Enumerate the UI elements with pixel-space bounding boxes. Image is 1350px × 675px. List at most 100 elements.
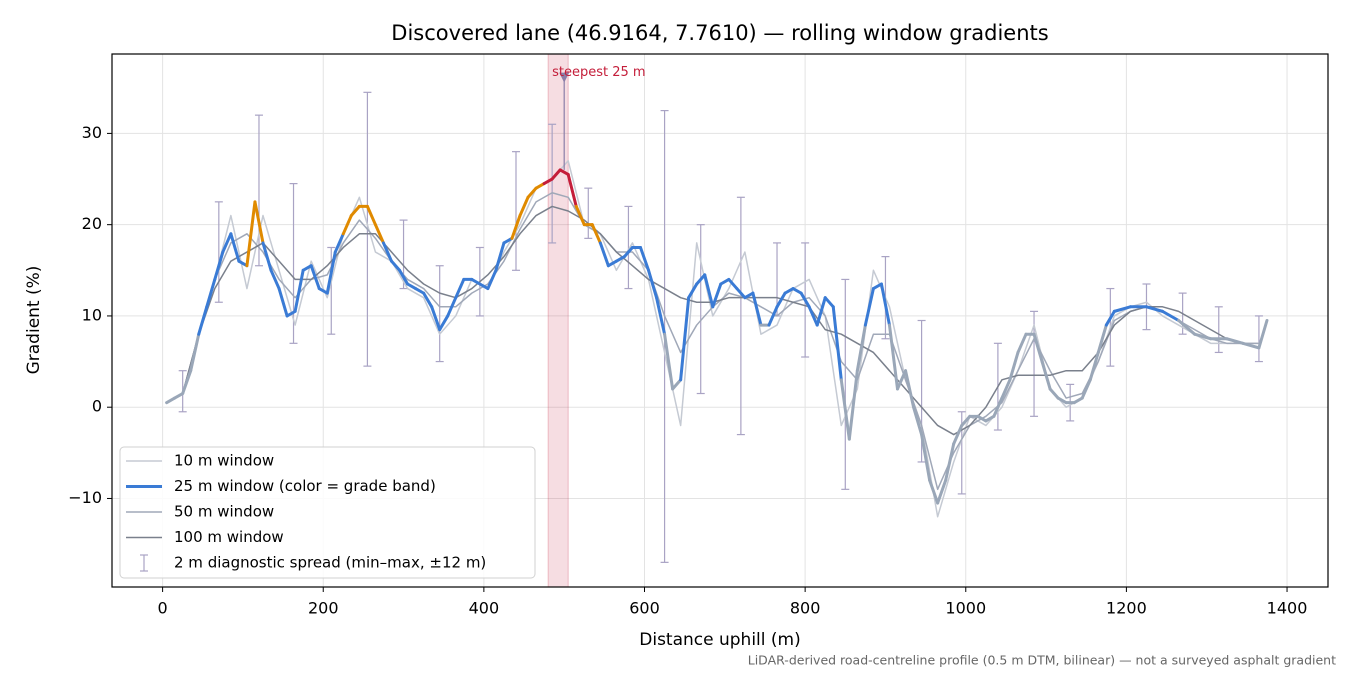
line-segment bbox=[920, 433, 932, 482]
line-segment bbox=[1008, 350, 1020, 382]
x-tick-label: 400 bbox=[469, 599, 500, 618]
line-segment bbox=[261, 241, 273, 272]
line-segment bbox=[976, 414, 988, 423]
line-segment bbox=[638, 245, 651, 272]
line-segment bbox=[928, 478, 940, 505]
line-segment bbox=[1177, 319, 1197, 336]
line-segment bbox=[590, 223, 602, 245]
line-segment bbox=[1257, 319, 1269, 350]
x-tick-label: 800 bbox=[790, 599, 821, 618]
line-segment bbox=[365, 204, 377, 227]
y-tick-label: 30 bbox=[82, 123, 102, 142]
line-segment bbox=[863, 287, 875, 327]
line-segment bbox=[566, 172, 578, 208]
line-segment bbox=[727, 277, 739, 291]
line-segment bbox=[815, 296, 827, 327]
line-segment bbox=[1040, 360, 1052, 391]
line-segment bbox=[213, 250, 225, 281]
y-tick-label: 10 bbox=[82, 305, 102, 324]
chart-title: Discovered lane (46.9164, 7.7610) — roll… bbox=[391, 21, 1048, 45]
line-segment bbox=[936, 478, 948, 505]
line-segment bbox=[984, 414, 996, 423]
line-segment bbox=[333, 232, 345, 254]
line-segment bbox=[221, 232, 233, 254]
error-bar bbox=[289, 182, 298, 344]
x-tick-label: 600 bbox=[629, 599, 660, 618]
line-segment bbox=[341, 214, 353, 236]
line-segment bbox=[486, 268, 498, 291]
line-segment bbox=[1096, 323, 1108, 354]
line-segment bbox=[229, 232, 241, 263]
line-segment bbox=[406, 282, 418, 291]
line-segment bbox=[823, 296, 835, 309]
line-segment bbox=[414, 287, 426, 295]
line-segment bbox=[446, 296, 458, 318]
line bbox=[166, 205, 1260, 436]
line-segment bbox=[373, 223, 385, 245]
error-bar bbox=[214, 201, 223, 303]
line-segment bbox=[438, 314, 450, 332]
line-segment bbox=[285, 309, 297, 318]
legend-label: 50 m window bbox=[174, 503, 274, 521]
line-segment bbox=[1144, 305, 1165, 313]
line-segment bbox=[896, 369, 908, 391]
line-segment bbox=[478, 282, 490, 291]
error-bar bbox=[254, 114, 263, 267]
line-segment bbox=[430, 305, 442, 332]
line-segment bbox=[767, 305, 779, 327]
line-segment bbox=[847, 369, 859, 441]
line-segment bbox=[518, 195, 530, 218]
line-segment bbox=[751, 291, 763, 327]
highlight-label: steepest 25 m bbox=[552, 65, 645, 80]
line-segment bbox=[952, 423, 964, 446]
legend-box bbox=[119, 446, 536, 579]
line-segment bbox=[1193, 332, 1213, 341]
error-bar bbox=[1030, 310, 1039, 417]
line-segment bbox=[277, 287, 289, 318]
legend-label: 25 m window (color = grade band) bbox=[174, 477, 436, 495]
line-segment bbox=[1161, 309, 1181, 322]
line-segment bbox=[189, 332, 201, 373]
legend-label: 10 m window bbox=[174, 452, 274, 470]
line-segment bbox=[205, 277, 217, 309]
line bbox=[166, 191, 1259, 491]
line-segment bbox=[301, 264, 313, 272]
plot-frame bbox=[111, 53, 1329, 588]
line-segment bbox=[325, 250, 337, 295]
line-segment bbox=[831, 305, 843, 382]
x-axis-label: Distance uphill (m) bbox=[639, 630, 800, 650]
line-segment bbox=[534, 182, 546, 190]
line-segment bbox=[1000, 378, 1012, 400]
line-segment bbox=[671, 378, 683, 391]
line-segment bbox=[598, 241, 610, 268]
line-segment bbox=[269, 268, 281, 291]
line-segment bbox=[173, 392, 185, 400]
line-segment bbox=[574, 204, 586, 227]
line-segment bbox=[526, 186, 538, 199]
line-segment bbox=[904, 369, 916, 409]
error-bar bbox=[511, 151, 520, 271]
x-tick-label: 200 bbox=[308, 599, 339, 618]
line-segment bbox=[1112, 305, 1132, 313]
x-tick-label: 1200 bbox=[1106, 599, 1147, 618]
line-segment bbox=[783, 287, 795, 295]
line-segment bbox=[887, 323, 900, 391]
line-segment bbox=[253, 200, 265, 245]
line-segment bbox=[719, 277, 731, 286]
line-segment bbox=[855, 323, 867, 373]
error-bar bbox=[736, 196, 745, 436]
line-segment bbox=[550, 168, 562, 181]
x-tick-label: 1000 bbox=[945, 599, 986, 618]
legend: 10 m window 25 m window (color = grade ba… bbox=[119, 446, 536, 579]
line-segment bbox=[775, 291, 787, 309]
line-segment bbox=[655, 296, 667, 336]
line-segment bbox=[398, 268, 410, 286]
line-segment bbox=[807, 305, 819, 327]
line-segment bbox=[558, 168, 570, 176]
line-segment bbox=[944, 442, 956, 482]
line-segment bbox=[663, 332, 675, 391]
line-segment bbox=[711, 282, 723, 309]
line-segment bbox=[1225, 337, 1245, 345]
line-segment bbox=[1088, 350, 1100, 382]
